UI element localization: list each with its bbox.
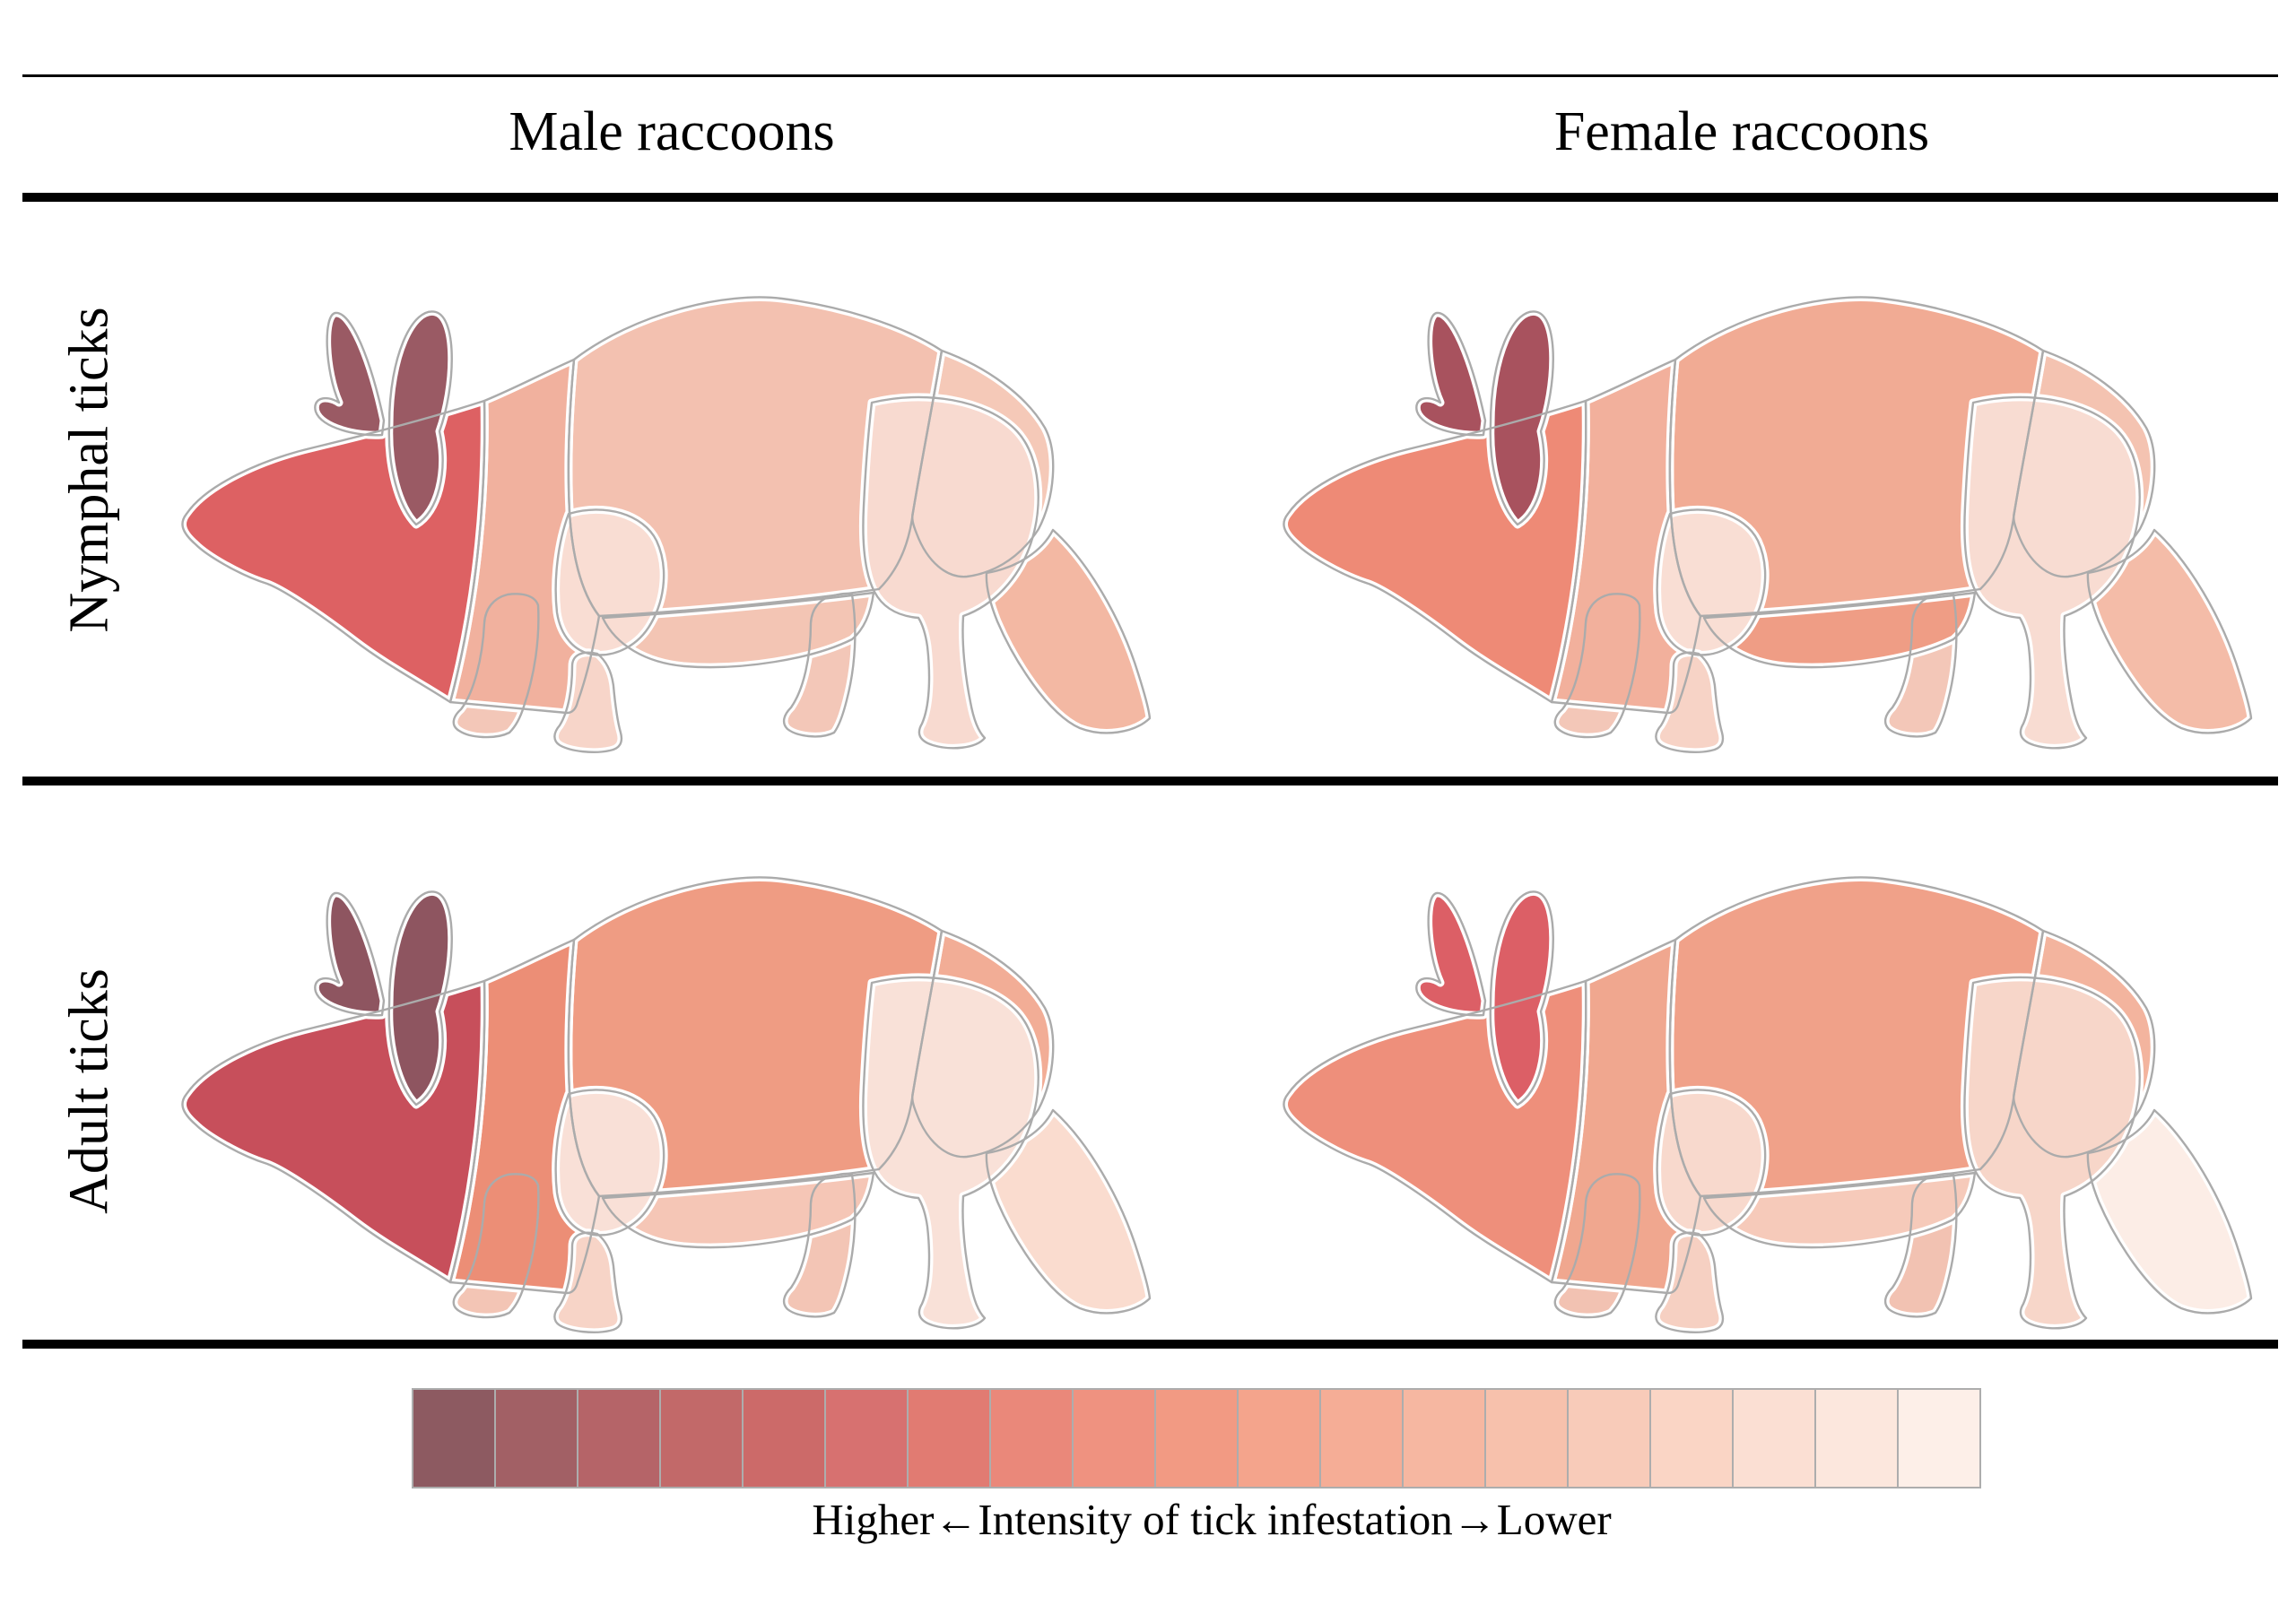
hind-thigh-region-outline bbox=[1963, 395, 2141, 750]
column-header-male: Male raccoons bbox=[509, 101, 835, 162]
belly-region-outline bbox=[601, 1171, 875, 1249]
raccoon-diagram-adult-female bbox=[1279, 872, 2256, 1336]
far-front-leg-region-outline bbox=[452, 1173, 540, 1319]
column-header-female: Female raccoons bbox=[1553, 101, 1930, 162]
colorbar-cell-12 bbox=[1319, 1388, 1404, 1488]
front-upper-leg-region-outline bbox=[1656, 508, 1767, 656]
colorbar-cell-2 bbox=[494, 1388, 578, 1488]
row-label-nymphal-ticks: Nymphal ticks bbox=[58, 307, 120, 633]
front-upper-leg-region-outline bbox=[554, 508, 665, 656]
front-lower-leg-region-outline bbox=[1655, 1231, 1725, 1333]
front-upper-leg-region-outline bbox=[554, 1089, 665, 1237]
head-region-outline bbox=[181, 399, 486, 704]
raccoon-diagram-adult-male bbox=[178, 872, 1154, 1336]
colorbar-cell-10 bbox=[1154, 1388, 1239, 1488]
front-lower-leg-region-outline bbox=[553, 651, 623, 753]
far-front-leg-region-outline bbox=[1553, 1173, 1641, 1319]
colorbar-cell-16 bbox=[1649, 1388, 1734, 1488]
row-divider-rule bbox=[22, 777, 2278, 785]
tail-region-outline bbox=[2086, 528, 2253, 734]
header-rule bbox=[22, 193, 2278, 202]
colorbar-cell-3 bbox=[577, 1388, 661, 1488]
colorbar-cell-1 bbox=[412, 1388, 496, 1488]
ear-left-region-outline bbox=[314, 891, 386, 1017]
hind-thigh-region bbox=[858, 973, 1043, 1332]
bottom-rule bbox=[22, 1340, 2278, 1349]
colorbar-cell-8 bbox=[989, 1388, 1074, 1488]
ear-right-region-outline bbox=[387, 890, 453, 1107]
ear-left-region-outline bbox=[314, 311, 386, 437]
head-region-outline bbox=[1283, 399, 1587, 704]
hind-thigh-region-outline bbox=[862, 976, 1039, 1330]
colorbar-cell-11 bbox=[1237, 1388, 1321, 1488]
colorbar-cell-18 bbox=[1814, 1388, 1899, 1488]
ear-left-region bbox=[1412, 308, 1490, 439]
colorbar-cell-14 bbox=[1484, 1388, 1569, 1488]
front-upper-leg-region-outline bbox=[1656, 1089, 1767, 1237]
ear-left-region bbox=[1412, 889, 1490, 1020]
colorbar bbox=[412, 1388, 1981, 1488]
colorbar-cell-4 bbox=[659, 1388, 744, 1488]
belly-region-outline bbox=[1702, 591, 1977, 669]
hind-thigh-region bbox=[858, 393, 1043, 752]
raccoon-diagram-nymphal-female bbox=[1279, 292, 2256, 756]
tail-region-outline bbox=[985, 1108, 1152, 1315]
hind-thigh-region bbox=[1960, 393, 2144, 752]
ear-left-region bbox=[310, 308, 388, 439]
ear-left-region-outline bbox=[1415, 891, 1487, 1017]
colorbar-cell-6 bbox=[824, 1388, 909, 1488]
belly-region-outline bbox=[601, 591, 875, 669]
hind-thigh-region bbox=[1960, 973, 2144, 1332]
colorbar-cell-9 bbox=[1072, 1388, 1156, 1488]
colorbar-cell-5 bbox=[742, 1388, 826, 1488]
hind-thigh-region-outline bbox=[862, 395, 1039, 750]
tail-region-outline bbox=[2086, 1108, 2253, 1315]
front-lower-leg-region-outline bbox=[1655, 651, 1725, 753]
front-lower-leg-region-outline bbox=[553, 1231, 623, 1333]
belly-region-outline bbox=[1702, 1171, 1977, 1249]
colorbar-cell-19 bbox=[1897, 1388, 1981, 1488]
ear-right-region-outline bbox=[1489, 310, 1554, 526]
colorbar-caption: Higher←Intensity of tick infestation→Low… bbox=[812, 1495, 1612, 1544]
ear-left-region-outline bbox=[1415, 311, 1487, 437]
top-thin-rule bbox=[22, 74, 2278, 77]
head-region-outline bbox=[1283, 979, 1587, 1284]
head-region-outline bbox=[181, 979, 486, 1284]
ear-left-region bbox=[310, 889, 388, 1020]
far-front-leg-region-outline bbox=[1553, 593, 1641, 739]
colorbar-cell-15 bbox=[1567, 1388, 1651, 1488]
colorbar-cell-7 bbox=[907, 1388, 991, 1488]
ear-right-region-outline bbox=[387, 310, 453, 526]
raccoon-diagram-nymphal-male bbox=[178, 292, 1154, 756]
tail-region-outline bbox=[985, 528, 1152, 734]
hind-thigh-region-outline bbox=[1963, 976, 2141, 1330]
row-label-adult-ticks: Adult ticks bbox=[58, 968, 120, 1214]
far-front-leg-region-outline bbox=[452, 593, 540, 739]
ear-right-region-outline bbox=[1489, 890, 1554, 1107]
colorbar-cell-17 bbox=[1732, 1388, 1816, 1488]
colorbar-cell-13 bbox=[1402, 1388, 1486, 1488]
